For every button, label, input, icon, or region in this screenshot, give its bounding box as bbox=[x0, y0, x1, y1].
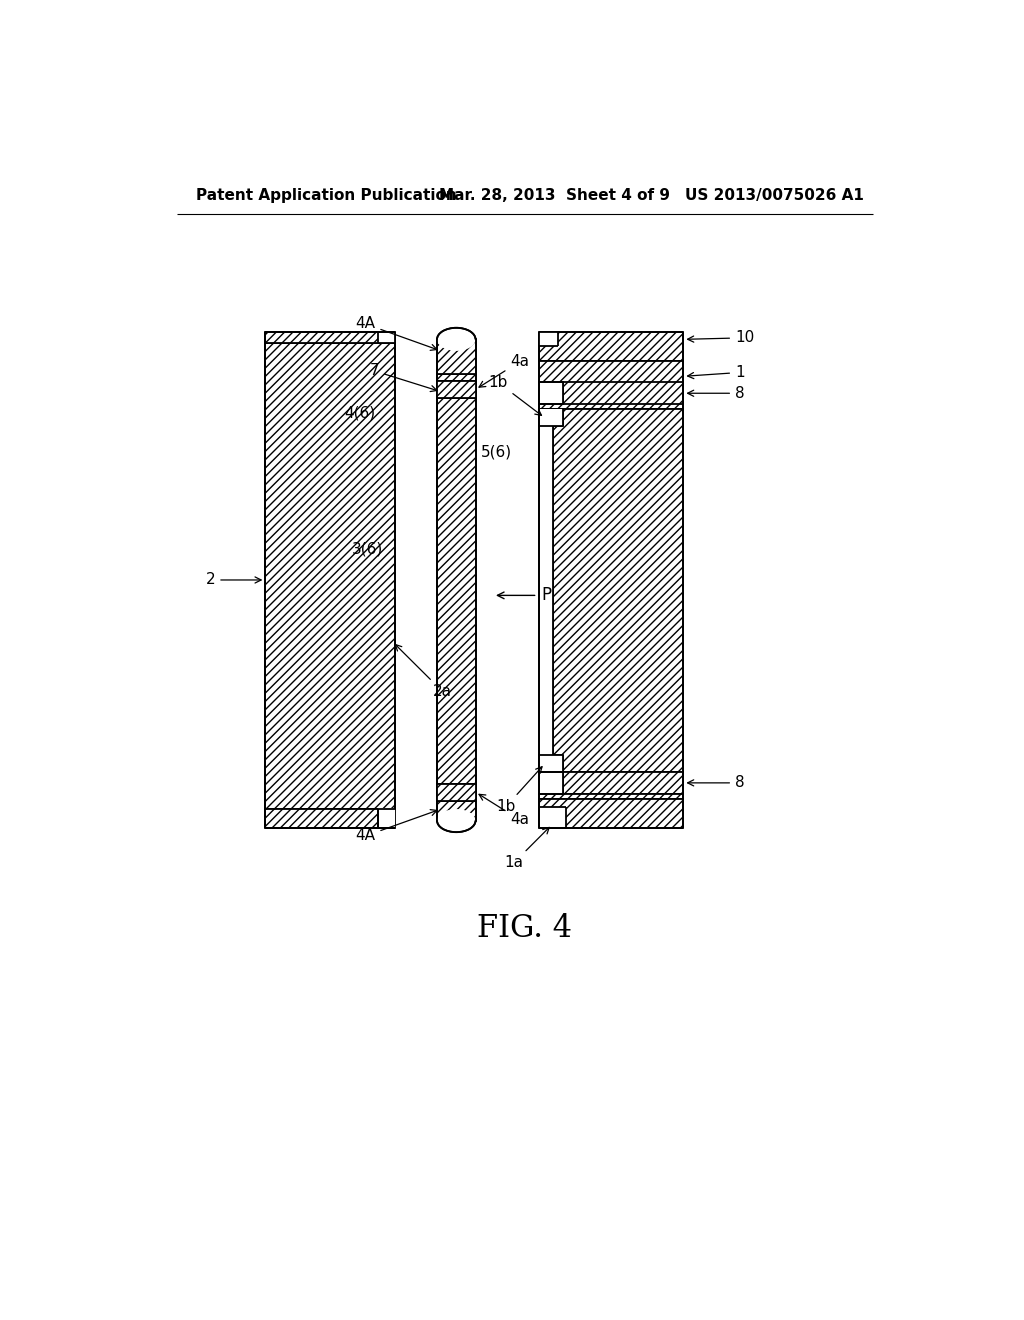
Bar bbox=[539, 331, 683, 360]
Bar bbox=[539, 360, 683, 409]
Bar bbox=[563, 772, 683, 793]
Bar bbox=[563, 383, 683, 404]
Bar bbox=[437, 339, 475, 374]
Text: 5(6): 5(6) bbox=[481, 445, 512, 459]
Text: 2a: 2a bbox=[395, 644, 453, 700]
Ellipse shape bbox=[437, 327, 475, 351]
Text: 1b: 1b bbox=[497, 767, 542, 814]
Text: 2: 2 bbox=[206, 573, 261, 587]
Bar bbox=[437, 784, 475, 800]
Bar bbox=[437, 381, 475, 397]
Text: 10: 10 bbox=[687, 330, 755, 346]
Bar bbox=[437, 784, 475, 800]
Bar bbox=[475, 755, 525, 772]
Bar bbox=[539, 793, 683, 799]
Text: 4A: 4A bbox=[355, 317, 437, 350]
Text: 4a: 4a bbox=[479, 354, 529, 387]
Text: 1a: 1a bbox=[504, 828, 549, 870]
Ellipse shape bbox=[437, 809, 475, 832]
Bar bbox=[539, 409, 563, 426]
Bar bbox=[539, 383, 563, 404]
Text: 4A: 4A bbox=[355, 809, 437, 843]
Text: 1: 1 bbox=[687, 364, 744, 380]
Bar bbox=[539, 755, 563, 772]
Bar bbox=[378, 330, 394, 343]
Bar bbox=[378, 808, 394, 829]
Text: P: P bbox=[498, 586, 552, 605]
Text: Patent Application Publication: Patent Application Publication bbox=[196, 187, 457, 203]
Text: 8: 8 bbox=[687, 385, 744, 401]
Bar bbox=[265, 809, 394, 829]
Bar bbox=[265, 343, 394, 809]
Text: 4a: 4a bbox=[479, 795, 529, 828]
Text: 3(6): 3(6) bbox=[352, 541, 383, 557]
Bar bbox=[437, 381, 475, 397]
Text: FIG. 4: FIG. 4 bbox=[477, 913, 572, 944]
Bar bbox=[539, 799, 683, 829]
Bar bbox=[437, 381, 475, 397]
Bar bbox=[539, 331, 558, 346]
Bar bbox=[437, 785, 475, 821]
Bar bbox=[265, 331, 394, 343]
Bar bbox=[475, 409, 525, 426]
Bar bbox=[437, 374, 475, 785]
Bar bbox=[539, 409, 553, 772]
Bar bbox=[539, 807, 565, 829]
Bar bbox=[437, 784, 475, 800]
Bar bbox=[553, 409, 683, 772]
Text: US 2013/0075026 A1: US 2013/0075026 A1 bbox=[685, 187, 864, 203]
Bar bbox=[539, 409, 563, 426]
Text: 8: 8 bbox=[687, 775, 744, 791]
Text: Mar. 28, 2013  Sheet 4 of 9: Mar. 28, 2013 Sheet 4 of 9 bbox=[438, 187, 670, 203]
Text: 7: 7 bbox=[370, 363, 437, 392]
Bar bbox=[475, 426, 539, 755]
Text: 1b: 1b bbox=[488, 375, 542, 416]
Bar bbox=[539, 755, 563, 772]
Bar bbox=[539, 772, 563, 793]
Text: 4(6): 4(6) bbox=[344, 405, 376, 421]
